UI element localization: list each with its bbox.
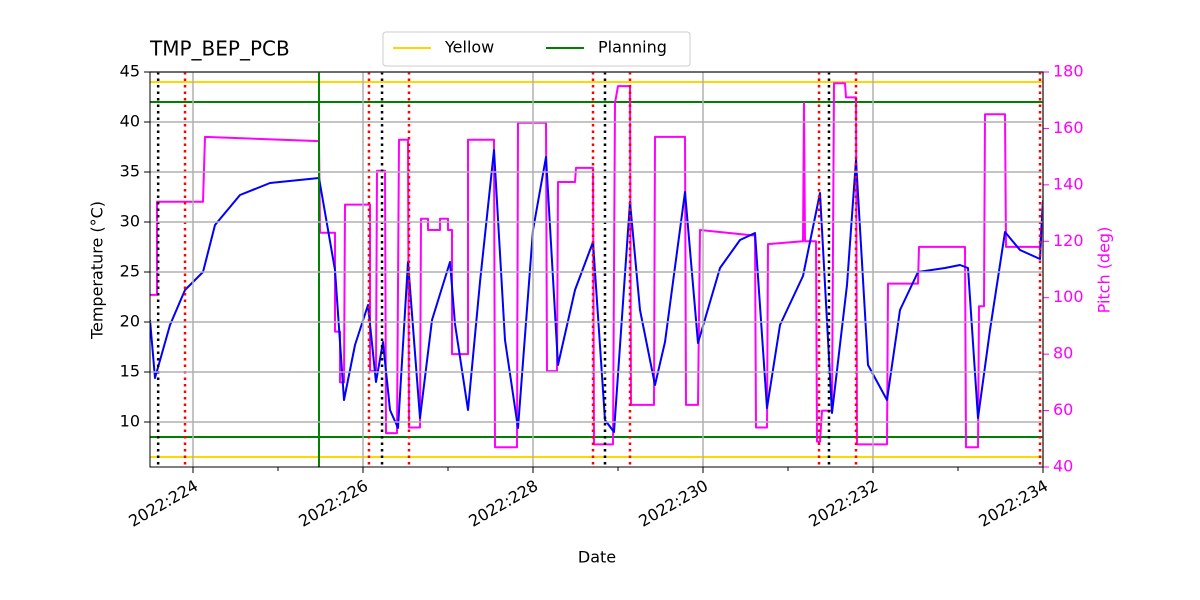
y2-axis-label: Pitch (deg) — [1095, 227, 1114, 314]
x-tick-label: 2022:226 — [295, 476, 371, 531]
y2-tick-label: 160 — [1053, 118, 1084, 137]
y-axis-label: Temperature (°C) — [88, 201, 107, 340]
y2-tick-label: 120 — [1053, 231, 1084, 250]
y2-tick-label: 100 — [1053, 287, 1084, 306]
y2-tick-label: 180 — [1053, 62, 1084, 81]
y-tick-label: 25 — [120, 262, 140, 281]
x-tick-label: 2022:228 — [465, 476, 541, 531]
y-tick-label: 40 — [120, 112, 140, 131]
x-tick-label: 2022:230 — [635, 476, 711, 531]
legend-box — [382, 31, 691, 67]
plot — [150, 72, 1043, 467]
x-tick-label: 2022:234 — [975, 476, 1051, 531]
y2-tick-label: 80 — [1053, 344, 1073, 363]
x-tick-label: 2022:224 — [125, 476, 201, 531]
y-tick-label: 30 — [120, 212, 140, 231]
chart-title: TMP_BEP_PCB — [149, 37, 290, 61]
y2-tick-label: 60 — [1053, 400, 1073, 419]
y-tick-label: 10 — [120, 412, 140, 431]
series-line — [150, 82, 1043, 449]
y2-tick-label: 40 — [1053, 457, 1073, 476]
y-tick-label: 45 — [120, 62, 140, 81]
series-line — [150, 149, 1043, 433]
plot-frame — [149, 71, 1044, 468]
legend-label: Planning — [598, 38, 667, 57]
x-axis-label: Date — [578, 548, 616, 567]
legend: Yellow Planning — [382, 31, 691, 67]
legend-label: Yellow — [444, 38, 494, 57]
y2-tick-label: 140 — [1053, 174, 1084, 193]
x-tick-label: 2022:232 — [805, 476, 881, 531]
y-tick-label: 35 — [120, 162, 140, 181]
y-tick-label: 20 — [120, 312, 140, 331]
y-tick-label: 15 — [120, 362, 140, 381]
